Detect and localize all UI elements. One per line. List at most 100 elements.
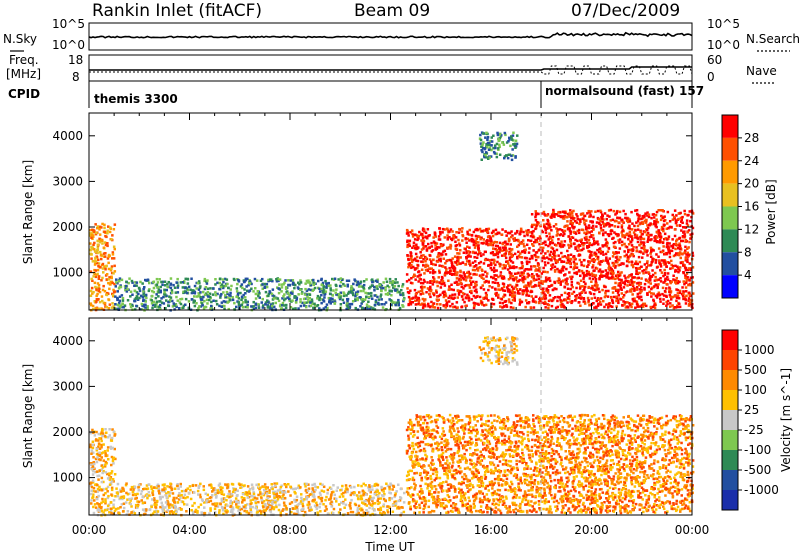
data-cell (494, 244, 498, 248)
data-cell (91, 489, 95, 493)
data-cell (307, 483, 310, 486)
data-cell (523, 251, 527, 254)
data-cell (444, 294, 448, 298)
data-cell (678, 305, 682, 309)
data-cell (548, 294, 552, 297)
data-cell (571, 292, 574, 295)
data-cell (407, 295, 411, 299)
data-cell (308, 281, 311, 284)
data-cell (356, 292, 359, 296)
data-cell (96, 496, 99, 499)
data-cell (681, 235, 685, 238)
data-cell (494, 281, 497, 284)
data-cell (138, 287, 141, 291)
data-cell (667, 250, 671, 253)
data-cell (354, 291, 358, 294)
data-cell (672, 274, 675, 277)
data-cell (384, 292, 388, 296)
data-cell (338, 293, 341, 296)
data-cell (183, 493, 187, 496)
data-cell (210, 496, 213, 499)
data-cell (459, 262, 462, 265)
data-cell (583, 258, 586, 262)
data-cell (202, 290, 205, 294)
data-cell (666, 272, 670, 275)
data-cell (429, 289, 433, 293)
data-cell (443, 228, 446, 231)
data-cell (456, 296, 459, 299)
data-cell (532, 229, 535, 233)
data-cell (250, 287, 253, 290)
data-cell (131, 304, 134, 308)
data-cell (519, 300, 522, 303)
data-cell (618, 216, 622, 220)
data-cell (297, 484, 301, 487)
data-cell (159, 285, 162, 289)
data-cell (107, 267, 111, 271)
data-cell (517, 271, 520, 275)
data-cell (614, 266, 617, 269)
data-cell (659, 239, 662, 242)
y-tick-label: 1000 (52, 266, 83, 280)
data-cell (524, 248, 527, 251)
data-cell (135, 295, 139, 298)
data-cell (154, 296, 158, 300)
data-cell (572, 290, 576, 294)
data-cell (93, 248, 96, 251)
data-cell (603, 305, 606, 309)
data-cell (110, 511, 113, 515)
data-cell (616, 258, 619, 261)
data-cell (429, 281, 432, 284)
data-cell (561, 303, 564, 306)
data-cell (640, 217, 643, 221)
data-cell (654, 238, 657, 241)
data-cell (539, 246, 542, 249)
data-cell (564, 278, 567, 281)
data-cell (167, 304, 170, 307)
data-cell (675, 224, 679, 227)
data-cell (94, 483, 97, 487)
data-cell (481, 273, 484, 277)
data-cell (572, 209, 575, 213)
data-cell (687, 297, 691, 300)
data-cell (349, 289, 353, 292)
data-cell (507, 284, 510, 287)
data-cell (449, 272, 452, 275)
data-cell (159, 290, 162, 294)
data-cell (617, 282, 620, 285)
data-cell (554, 261, 558, 265)
data-cell (108, 276, 111, 279)
data-cell (563, 240, 567, 243)
data-cell (607, 264, 611, 268)
data-cell (662, 302, 665, 305)
data-cell (512, 277, 515, 281)
data-cell (506, 262, 510, 265)
data-cell (203, 305, 207, 309)
data-cell (688, 301, 692, 305)
data-cell (682, 231, 685, 234)
data-cell (439, 303, 442, 306)
data-cell (269, 291, 272, 295)
data-cell (549, 250, 553, 254)
data-cell (542, 295, 546, 298)
data-cell (482, 132, 485, 135)
data-cell (423, 230, 426, 233)
data-cell (494, 263, 497, 267)
data-cell (549, 226, 552, 229)
data-cell (446, 238, 449, 241)
data-cell (122, 506, 126, 510)
data-cell (130, 279, 134, 283)
data-cell (307, 288, 311, 291)
data-cell (573, 242, 576, 245)
data-cell (534, 253, 537, 257)
data-cell (277, 287, 280, 290)
data-cell (642, 252, 645, 255)
data-cell (592, 215, 595, 219)
data-cell (178, 307, 181, 310)
data-cell (109, 476, 113, 479)
data-cell (269, 303, 273, 306)
data-cell (106, 291, 109, 295)
data-cell (621, 220, 624, 223)
data-cell (112, 503, 115, 506)
data-cell (495, 241, 499, 244)
